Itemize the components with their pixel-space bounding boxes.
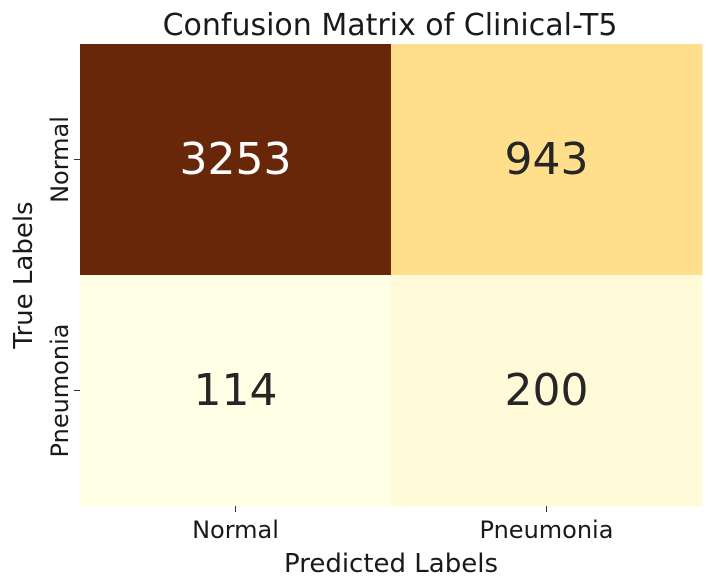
chart-title: Confusion Matrix of Clinical-T5 xyxy=(163,8,618,43)
heatmap-cell-r1-c0 xyxy=(80,275,392,507)
x-axis-label: Predicted Labels xyxy=(284,549,498,579)
heatmap-cells: 3253 943 114 200 xyxy=(80,44,703,507)
heatmap-cell-r1-c1 xyxy=(391,275,703,507)
x-axis-ticks: Normal Pneumonia xyxy=(192,506,613,544)
cell-value-label: 943 xyxy=(505,134,589,185)
x-tick-label: Pneumonia xyxy=(480,516,614,544)
heatmap-cell-r0-c1 xyxy=(391,44,703,276)
cell-value-label: 200 xyxy=(505,365,589,416)
y-tick-label: Normal xyxy=(46,116,74,203)
cell-value-label: 114 xyxy=(194,365,278,416)
heatmap-cell-r0-c0 xyxy=(80,44,392,276)
x-tick-label: Normal xyxy=(192,516,279,544)
cell-value-label: 3253 xyxy=(180,134,292,185)
y-axis-ticks: Normal Pneumonia xyxy=(46,116,80,457)
y-tick-label: Pneumonia xyxy=(46,324,74,458)
y-axis-label: True Labels xyxy=(9,201,39,349)
